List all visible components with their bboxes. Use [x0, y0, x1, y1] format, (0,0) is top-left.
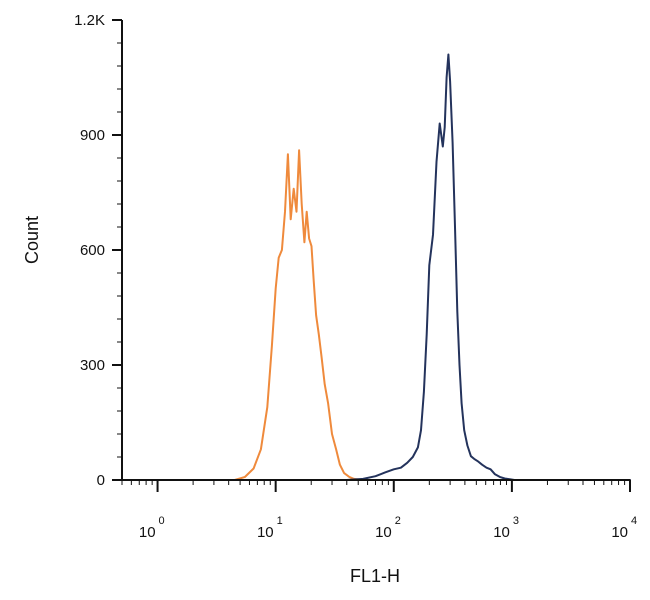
x-tick-label-base: 10: [493, 524, 510, 541]
y-tick-label: 1.2K: [74, 12, 105, 29]
x-tick-label-exponent: 1: [277, 515, 283, 527]
x-tick-label-exponent: 4: [631, 515, 637, 527]
series-line-1: [121, 149, 631, 481]
x-tick-label-base: 10: [375, 524, 392, 541]
y-tick-label: 600: [80, 242, 105, 259]
series-line-2: [121, 53, 631, 481]
y-tick-label: 0: [97, 472, 105, 489]
y-tick-label: 900: [80, 127, 105, 144]
x-tick-label-exponent: 0: [159, 515, 165, 527]
x-tick-label-exponent: 3: [513, 515, 519, 527]
y-axis-ticks: 0 300 600 900 1.2K: [74, 12, 122, 489]
x-tick-label-base: 10: [257, 524, 274, 541]
x-tick-label-base: 10: [611, 524, 628, 541]
x-tick-label-exponent: 2: [395, 515, 401, 527]
y-tick-label: 300: [80, 357, 105, 374]
y-axis-label: Count: [22, 216, 42, 264]
series-layer: [121, 53, 631, 481]
x-tick-label-base: 10: [139, 524, 156, 541]
x-axis-label: FL1-H: [350, 566, 400, 586]
